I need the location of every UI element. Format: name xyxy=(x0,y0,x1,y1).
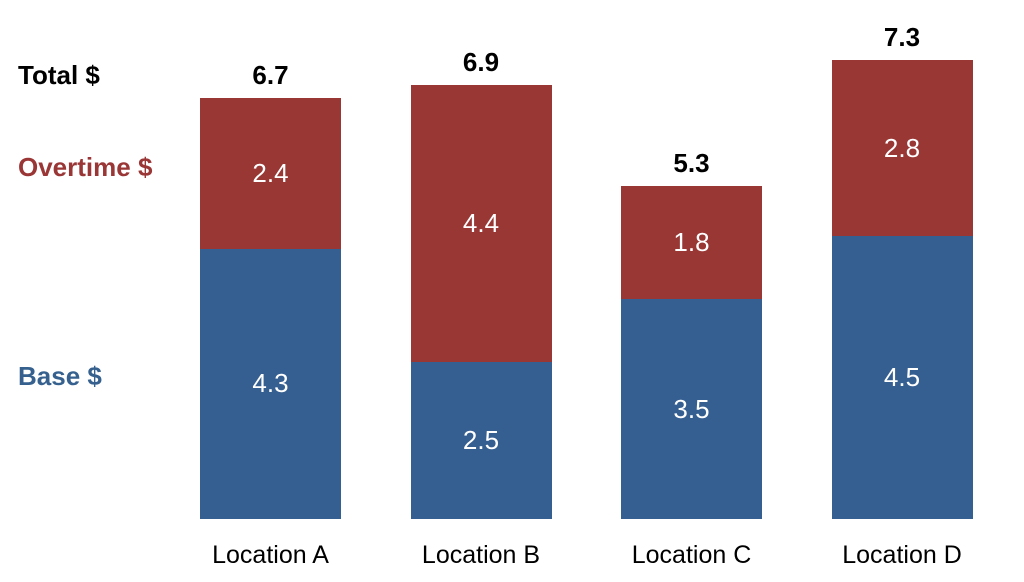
category-label: Location D xyxy=(842,541,962,569)
base-segment: 3.5 xyxy=(621,299,762,519)
overtime-segment: 4.4 xyxy=(410,85,552,362)
total-value-label: 7.3 xyxy=(883,22,921,53)
base-segment: 2.5 xyxy=(410,361,552,519)
total-value-label: 6.9 xyxy=(462,47,500,78)
category-label: Location C xyxy=(631,541,752,569)
overtime-segment: 1.8 xyxy=(621,185,762,300)
legend-base-label: Base $ xyxy=(18,361,102,391)
overtime-segment: 2.8 xyxy=(831,60,973,237)
total-value-label: 6.7 xyxy=(252,59,289,90)
total-value-label: 5.3 xyxy=(673,147,710,178)
bar-column-location-d: 7.3 2.8 4.5 Location D xyxy=(831,0,973,582)
category-label: Location A xyxy=(212,541,329,569)
category-label: Location B xyxy=(421,541,541,569)
legend-total-label: Total $ xyxy=(18,60,100,90)
legend-overtime-label: Overtime $ xyxy=(18,152,153,182)
overtime-segment: 2.4 xyxy=(200,97,341,249)
base-segment: 4.5 xyxy=(831,236,973,519)
bar-column-location-b: 6.9 4.4 2.5 Location B xyxy=(410,0,552,582)
bar-column-location-c: 5.3 1.8 3.5 Location C xyxy=(621,0,762,582)
base-segment: 4.3 xyxy=(200,248,341,519)
bar-column-location-a: 6.7 2.4 4.3 Location A xyxy=(200,0,341,582)
